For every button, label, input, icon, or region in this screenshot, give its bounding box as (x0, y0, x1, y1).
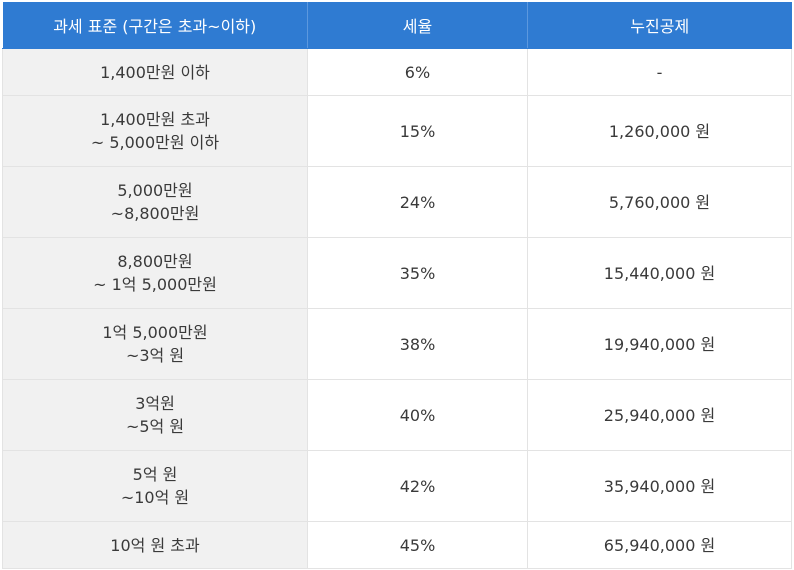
bracket-line: 1,400만원 이하 (100, 62, 210, 82)
deduction-cell: 65,940,000 원 (527, 521, 792, 569)
bracket-cell: 8,800만원 ~ 1억 5,000만원 (2, 237, 308, 309)
rate-cell: 24% (307, 166, 528, 238)
deduction-cell: 19,940,000 원 (527, 308, 792, 380)
deduction-cell: 35,940,000 원 (527, 450, 792, 522)
bracket-line: 1억 5,000만원 (102, 323, 208, 342)
rate-cell: 6% (307, 48, 528, 96)
table-row: 5억 원 ~10억 원 42% 35,940,000 원 (2, 450, 792, 522)
bracket-line: 5억 원 (132, 465, 178, 484)
bracket-cell: 5억 원 ~10억 원 (2, 450, 308, 522)
bracket-cell: 1억 5,000만원 ~3억 원 (2, 308, 308, 380)
deduction-cell: 25,940,000 원 (527, 379, 792, 451)
bracket-cell: 10억 원 초과 (2, 521, 308, 569)
deduction-cell: 1,260,000 원 (527, 95, 792, 167)
bracket-cell: 1,400만원 초과 ~ 5,000만원 이하 (2, 95, 308, 167)
rate-cell: 45% (307, 521, 528, 569)
bracket-line: ~10억 원 (120, 488, 190, 507)
table-row: 10억 원 초과 45% 65,940,000 원 (2, 521, 792, 569)
deduction-cell: 15,440,000 원 (527, 237, 792, 309)
rate-cell: 15% (307, 95, 528, 167)
rate-cell: 42% (307, 450, 528, 522)
bracket-line: 8,800만원 (117, 252, 193, 271)
bracket-line: ~ 1억 5,000만원 (93, 275, 217, 294)
header-tax-rate: 세율 (307, 2, 528, 49)
bracket-line: ~3억 원 (125, 346, 185, 365)
rate-cell: 35% (307, 237, 528, 309)
table-row: 1억 5,000만원 ~3억 원 38% 19,940,000 원 (2, 308, 792, 380)
rate-cell: 38% (307, 308, 528, 380)
bracket-line: ~8,800만원 (110, 204, 200, 223)
header-progressive-deduction: 누진공제 (527, 2, 792, 49)
bracket-cell: 1,400만원 이하 (2, 48, 308, 96)
table-row: 3억원 ~5억 원 40% 25,940,000 원 (2, 379, 792, 451)
bracket-line: ~ 5,000만원 이하 (90, 133, 220, 152)
table-row: 1,400만원 이하 6% - (2, 48, 792, 96)
deduction-cell: 5,760,000 원 (527, 166, 792, 238)
bracket-cell: 3억원 ~5억 원 (2, 379, 308, 451)
table-row: 8,800만원 ~ 1억 5,000만원 35% 15,440,000 원 (2, 237, 792, 309)
bracket-line: 1,400만원 초과 (100, 110, 210, 129)
rate-cell: 40% (307, 379, 528, 451)
bracket-cell: 5,000만원 ~8,800만원 (2, 166, 308, 238)
bracket-line: 5,000만원 (117, 181, 193, 200)
table-row: 5,000만원 ~8,800만원 24% 5,760,000 원 (2, 166, 792, 238)
table-row: 1,400만원 초과 ~ 5,000만원 이하 15% 1,260,000 원 (2, 95, 792, 167)
deduction-cell: - (527, 48, 792, 96)
header-tax-bracket: 과세 표준 (구간은 초과~이하) (2, 2, 308, 49)
bracket-line: ~5억 원 (125, 417, 185, 436)
bracket-line: 3억원 (135, 394, 175, 413)
bracket-line: 10억 원 초과 (110, 535, 200, 555)
table-header-row: 과세 표준 (구간은 초과~이하) 세율 누진공제 (2, 2, 792, 49)
